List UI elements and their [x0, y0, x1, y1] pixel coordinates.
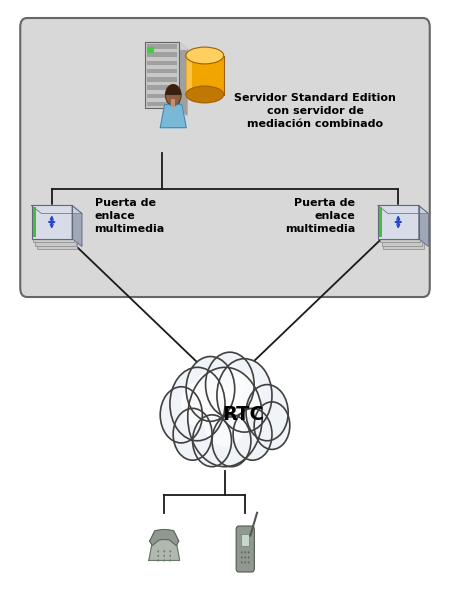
Bar [378, 205, 419, 238]
Circle shape [181, 382, 214, 426]
Ellipse shape [186, 47, 224, 64]
Circle shape [163, 554, 165, 557]
Circle shape [169, 554, 171, 557]
Text: Puerta de
enlace
multimedia: Puerta de enlace multimedia [285, 198, 356, 234]
Circle shape [170, 367, 225, 441]
Polygon shape [378, 205, 428, 214]
Circle shape [158, 559, 159, 562]
Polygon shape [179, 42, 187, 115]
Polygon shape [32, 205, 82, 214]
Bar [145, 42, 179, 108]
Bar [147, 77, 177, 82]
Ellipse shape [186, 86, 224, 103]
FancyBboxPatch shape [236, 526, 254, 572]
Bar [147, 94, 177, 98]
Circle shape [202, 387, 248, 447]
Circle shape [244, 562, 246, 563]
Circle shape [173, 409, 212, 460]
Bar [379, 207, 382, 236]
Bar [147, 102, 177, 106]
Bar [171, 99, 176, 107]
Bar [147, 44, 177, 49]
Circle shape [241, 556, 243, 559]
Bar [147, 69, 177, 73]
Bar [147, 85, 177, 90]
Wedge shape [165, 85, 181, 95]
Circle shape [163, 559, 165, 562]
Bar [383, 216, 424, 250]
Circle shape [186, 356, 235, 421]
Circle shape [215, 365, 244, 404]
Circle shape [160, 387, 202, 443]
Circle shape [248, 551, 249, 554]
Circle shape [188, 367, 262, 467]
Polygon shape [72, 205, 82, 247]
Circle shape [241, 551, 243, 554]
Bar [147, 52, 177, 57]
Text: Puerta de
enlace
multimedia: Puerta de enlace multimedia [94, 198, 165, 234]
Circle shape [254, 402, 290, 449]
Bar [33, 207, 36, 236]
FancyBboxPatch shape [20, 18, 430, 297]
Circle shape [165, 85, 181, 106]
Bar [33, 209, 74, 242]
Polygon shape [149, 538, 180, 560]
Circle shape [241, 562, 243, 563]
Text: Servidor Standard Edition
con servidor de
mediación combinado: Servidor Standard Edition con servidor d… [234, 93, 396, 129]
Circle shape [244, 556, 246, 559]
Circle shape [163, 550, 165, 553]
Bar [186, 55, 192, 94]
Circle shape [206, 352, 254, 417]
Circle shape [233, 409, 272, 460]
Bar [37, 216, 77, 250]
Bar [382, 212, 422, 246]
Circle shape [246, 385, 288, 441]
Bar [186, 55, 224, 94]
Circle shape [158, 554, 159, 557]
Circle shape [169, 550, 171, 553]
Polygon shape [160, 104, 186, 128]
Text: RTC: RTC [222, 404, 264, 424]
Polygon shape [418, 205, 428, 247]
Bar [241, 534, 249, 546]
Circle shape [158, 550, 159, 553]
Circle shape [193, 415, 231, 467]
Polygon shape [150, 530, 179, 545]
Circle shape [217, 359, 272, 432]
Circle shape [248, 556, 249, 559]
Circle shape [248, 562, 249, 563]
Circle shape [196, 370, 225, 409]
Circle shape [244, 551, 246, 554]
Circle shape [212, 415, 251, 467]
Circle shape [228, 373, 261, 418]
Bar [147, 61, 177, 65]
Bar [35, 212, 76, 246]
Bar [147, 47, 154, 53]
Bar [32, 205, 72, 238]
Polygon shape [145, 42, 187, 49]
Bar [380, 209, 420, 242]
Circle shape [169, 559, 171, 562]
